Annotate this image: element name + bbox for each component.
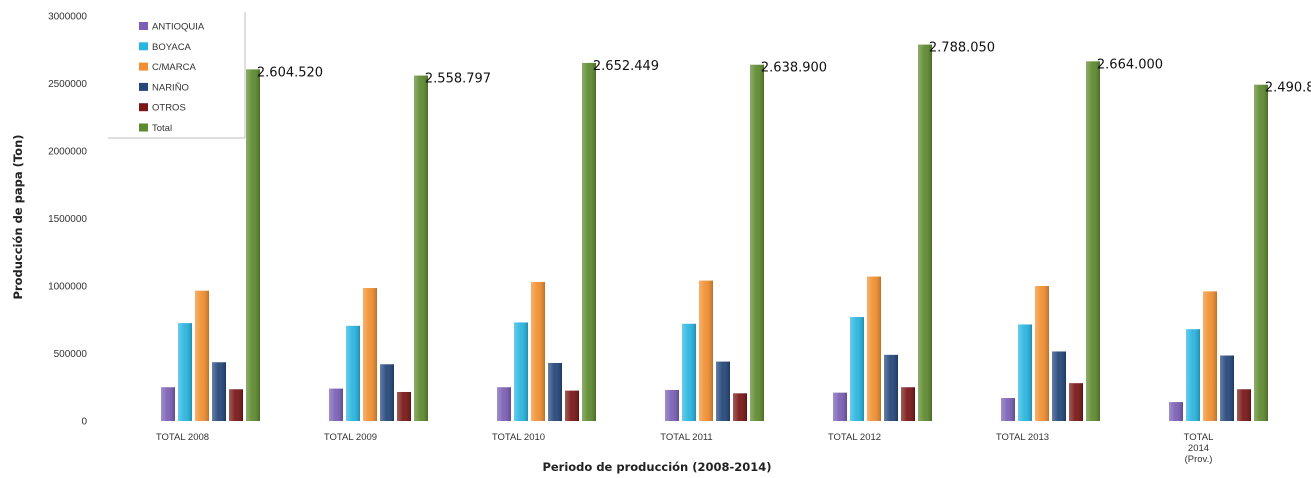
x-tick-label: (Prov.) bbox=[1185, 454, 1213, 465]
bar-shading bbox=[514, 322, 528, 421]
bar-shading bbox=[867, 276, 881, 421]
y-tick-label: 1000000 bbox=[48, 282, 87, 293]
bar-shading bbox=[497, 387, 511, 421]
bar-shading bbox=[1237, 389, 1251, 421]
total-value-label: 2.490.800 bbox=[1265, 81, 1311, 96]
bar-shading bbox=[397, 391, 411, 421]
y-axis-title: Producción de papa (Ton) bbox=[11, 134, 25, 299]
y-tick-label: 1500000 bbox=[48, 214, 87, 225]
legend-label: Total bbox=[152, 123, 172, 134]
legend-swatch bbox=[139, 103, 148, 112]
bar-shading bbox=[1220, 355, 1234, 421]
total-value-label: 2.638.900 bbox=[761, 61, 827, 76]
bar-shading bbox=[161, 387, 175, 421]
x-axis-title: Periodo de producción (2008-2014) bbox=[542, 460, 771, 474]
y-tick-label: 2500000 bbox=[48, 79, 87, 90]
bar-shading bbox=[329, 388, 343, 421]
legend: ANTIOQUIA BOYACA C/MARCA NARIÑO OTROS Total bbox=[108, 12, 246, 139]
bar-shading bbox=[212, 362, 226, 421]
bar-shading bbox=[918, 44, 932, 421]
legend-label: ANTIOQUIA bbox=[152, 22, 205, 33]
bar-shading bbox=[1086, 61, 1100, 422]
x-tick-label: TOTAL 2009 bbox=[324, 432, 377, 443]
total-value-label: 2.558.797 bbox=[425, 72, 491, 87]
bar-shading bbox=[699, 280, 713, 421]
y-tick-label: 500000 bbox=[54, 349, 88, 360]
total-value-label: 2.788.050 bbox=[929, 41, 995, 56]
bar-shading bbox=[733, 393, 747, 421]
x-tick-label: 2014 bbox=[1188, 443, 1209, 454]
bar-shading bbox=[1069, 383, 1083, 421]
bar-shading bbox=[414, 75, 428, 421]
x-tick-label: TOTAL 2012 bbox=[828, 432, 881, 443]
total-value-label: 2.664.000 bbox=[1097, 57, 1163, 72]
bar-shading bbox=[901, 387, 915, 421]
bar-shading bbox=[1001, 398, 1015, 421]
bar-shading bbox=[884, 354, 898, 421]
bar-shading bbox=[346, 325, 360, 421]
x-tick-label: TOTAL 2010 bbox=[492, 432, 545, 443]
bar-shading bbox=[716, 361, 730, 421]
bar-shading bbox=[833, 392, 847, 421]
bar-shading bbox=[363, 288, 377, 421]
legend-swatch bbox=[139, 22, 148, 30]
bar-shading bbox=[1035, 286, 1049, 421]
y-axis-ticks: 0 500000 1000000 1500000 2000000 2500000 30000… bbox=[48, 12, 87, 428]
total-value-label: 2.652.449 bbox=[593, 59, 659, 74]
bar-shading bbox=[1052, 351, 1066, 421]
y-tick-label: 0 bbox=[81, 417, 87, 428]
bar-shading bbox=[178, 323, 192, 421]
bar-shading bbox=[1169, 402, 1183, 421]
x-axis-category-labels: TOTAL 2008 TOTAL 2009 TOTAL 2010 TOTAL 2011… bbox=[156, 432, 1213, 465]
bar-shading bbox=[1254, 84, 1268, 421]
bar-shading bbox=[531, 281, 545, 421]
x-tick-label: TOTAL 2008 bbox=[156, 432, 209, 443]
bar-shading bbox=[682, 323, 696, 421]
legend-label: NARIÑO bbox=[152, 82, 189, 93]
bar-shading bbox=[246, 69, 260, 421]
bar-shading bbox=[665, 389, 679, 421]
legend-swatch bbox=[139, 82, 148, 91]
y-tick-label: 3000000 bbox=[48, 12, 87, 23]
bar-shading bbox=[565, 390, 579, 421]
bar-shading bbox=[750, 64, 764, 421]
bar-shading bbox=[195, 290, 209, 421]
x-tick-label: TOTAL 2013 bbox=[996, 432, 1049, 443]
legend-swatch bbox=[139, 42, 148, 51]
y-tick-label: 2000000 bbox=[48, 147, 87, 158]
x-tick-label: TOTAL bbox=[1184, 432, 1214, 443]
bar-shading bbox=[548, 362, 562, 421]
bar-shading bbox=[1018, 324, 1032, 421]
bar-shading bbox=[1203, 291, 1217, 421]
legend-label: OTROS bbox=[152, 103, 186, 114]
bar-shading bbox=[582, 62, 596, 422]
bar-shading bbox=[229, 389, 243, 421]
total-data-labels: 2.604.520 2.558.797 2.652.449 2.638.900 2.78… bbox=[257, 41, 1311, 96]
bar-shading bbox=[380, 364, 394, 421]
bar-shading bbox=[1186, 329, 1200, 421]
legend-label: C/MARCA bbox=[152, 62, 196, 73]
x-tick-label: TOTAL 2011 bbox=[660, 432, 712, 443]
legend-swatch bbox=[139, 62, 148, 71]
total-value-label: 2.604.520 bbox=[257, 65, 323, 80]
legend-swatch bbox=[139, 123, 148, 132]
legend-label: BOYACA bbox=[152, 42, 192, 53]
bars bbox=[161, 44, 1268, 422]
bar-shading bbox=[850, 317, 864, 421]
